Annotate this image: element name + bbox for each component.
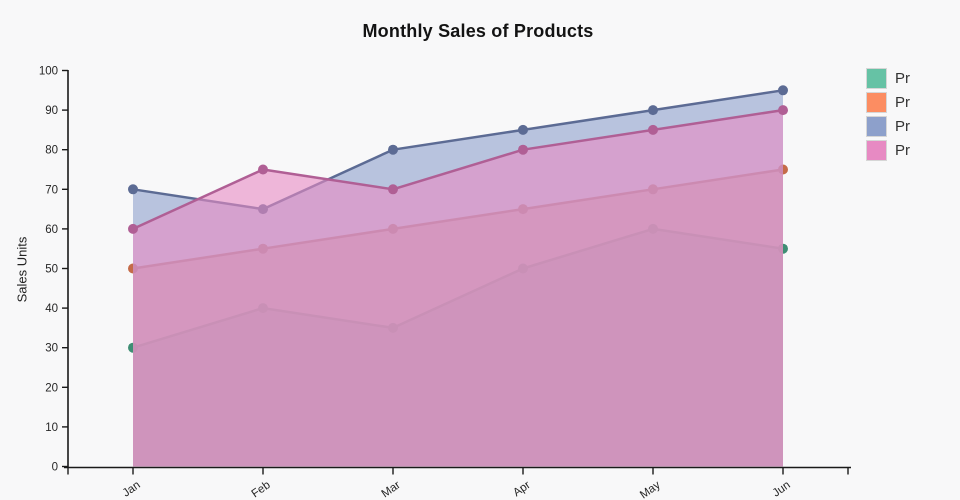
x-tick-label: Jan <box>121 479 143 499</box>
series-4-marker <box>388 184 398 195</box>
legend-label: Pr <box>895 93 910 111</box>
y-tick-label: 10 <box>45 422 58 434</box>
series-4-marker <box>648 124 658 135</box>
legend-item-3[interactable]: Pr <box>866 115 910 137</box>
y-tick-label: 40 <box>45 303 58 315</box>
series-4-marker <box>518 144 528 155</box>
series-4-marker <box>258 164 268 175</box>
series-3-marker <box>778 85 788 96</box>
y-tick-label: 60 <box>45 224 58 236</box>
legend-item-4[interactable]: Pr <box>866 139 910 161</box>
x-tick-label: Feb <box>250 479 273 500</box>
legend-label: Pr <box>895 117 910 135</box>
y-tick-label: 90 <box>45 105 58 117</box>
series-3-marker <box>518 124 528 135</box>
legend-item-2[interactable]: Pr <box>866 91 910 113</box>
series-3-marker <box>128 184 138 195</box>
series-4-area <box>133 110 783 467</box>
x-tick-label: Mar <box>380 479 403 500</box>
y-tick-label: 50 <box>45 264 58 276</box>
series-4-line <box>131 108 785 231</box>
legend-swatch-icon <box>866 91 887 113</box>
y-tick-label: 80 <box>45 145 58 157</box>
x-tick-label: Apr <box>511 479 533 499</box>
y-tick-label: 30 <box>45 343 58 355</box>
legend-swatch-icon <box>866 67 887 89</box>
y-tick-label: 70 <box>45 184 58 196</box>
legend: Pr Pr Pr Pr <box>866 67 910 161</box>
x-tick-label: May <box>638 479 663 500</box>
y-tick-label: 20 <box>45 382 58 394</box>
series-4-marker <box>128 223 138 234</box>
x-tick-label: Jun <box>771 479 793 499</box>
series-4-marker <box>778 105 788 116</box>
series-3-marker <box>388 144 398 155</box>
chart-title: Monthly Sales of Products <box>362 21 594 41</box>
y-tick-label: 0 <box>52 462 58 474</box>
legend-item-1[interactable]: Pr <box>866 67 910 89</box>
legend-swatch-icon <box>866 115 887 137</box>
y-tick-label: 100 <box>39 66 58 78</box>
legend-label: Pr <box>895 141 910 159</box>
legend-swatch-icon <box>866 139 887 161</box>
legend-label: Pr <box>895 69 910 87</box>
series-3-marker <box>648 105 658 116</box>
